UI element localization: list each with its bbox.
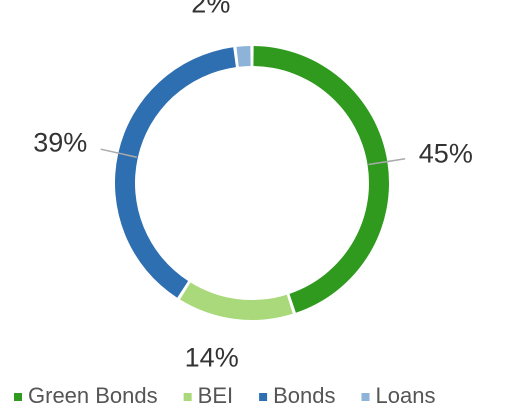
donut-segment <box>236 46 251 67</box>
legend-label: Loans <box>376 383 436 408</box>
legend-swatch <box>183 393 192 401</box>
data-label: 45% <box>419 138 473 168</box>
leader-line <box>100 148 138 158</box>
donut-segment <box>253 46 389 313</box>
data-label: 2% <box>191 0 230 18</box>
legend-swatch <box>361 393 370 401</box>
legend-swatch <box>259 393 268 401</box>
legend-swatch <box>14 393 22 401</box>
leader-line <box>368 158 406 166</box>
legend-label: BEI <box>198 383 233 408</box>
legend-label: Bonds <box>273 383 335 408</box>
data-label: 39% <box>33 127 87 157</box>
data-label: 14% <box>185 343 239 373</box>
donut-segment <box>179 282 293 320</box>
donut-segment <box>114 47 236 298</box>
legend-label: Green Bonds <box>28 383 158 408</box>
